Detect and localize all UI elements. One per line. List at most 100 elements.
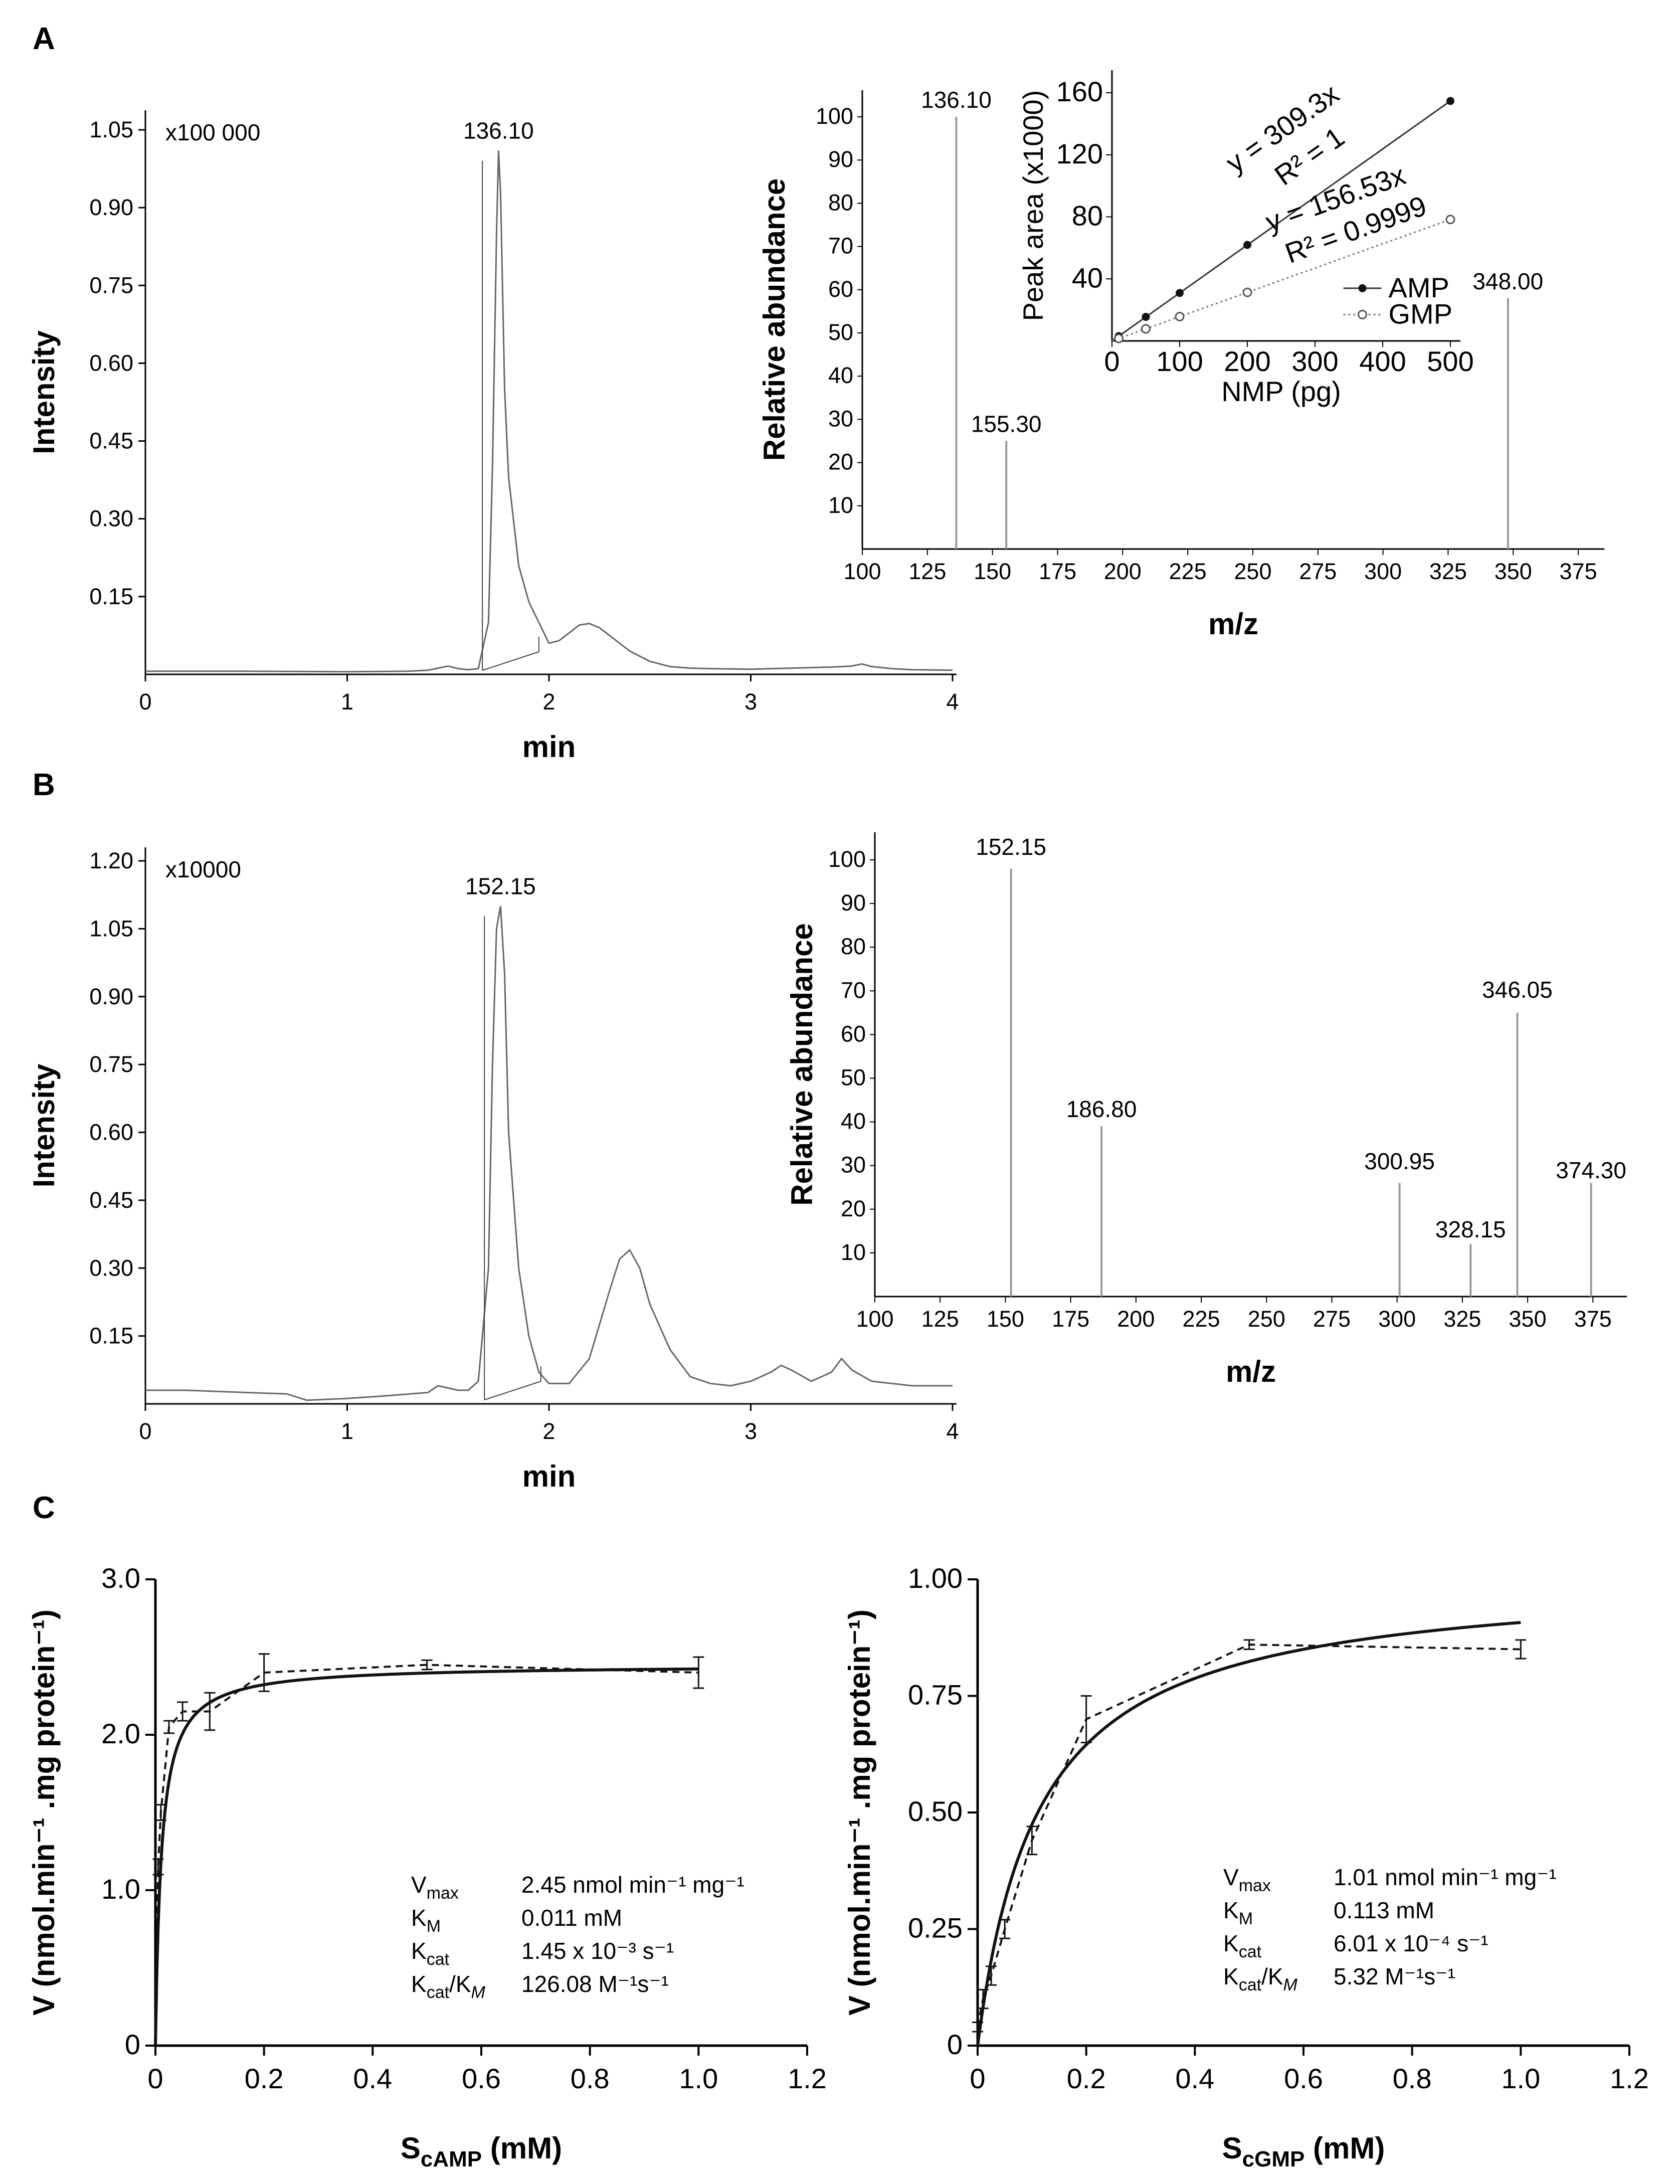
y-tick-label: 90 (828, 146, 853, 172)
x-tick-label: 250 (1234, 559, 1271, 584)
gmp-point (1445, 215, 1455, 225)
x-tick-label: 4 (946, 689, 959, 714)
x-tick-label: 1.0 (1501, 2063, 1540, 2094)
integration-baseline (484, 1381, 541, 1400)
inset-x-tick-label: 0 (1104, 345, 1119, 377)
inset-x-tick-label: 100 (1156, 345, 1203, 377)
x-tick-label: 0 (970, 2063, 985, 2094)
peak-mz-label: 328.15 (1435, 1216, 1506, 1242)
inset-y-tick-label: 160 (1056, 76, 1103, 107)
y-tick-label: 100 (816, 103, 853, 129)
gmp-point (1114, 333, 1124, 343)
x-tick-label: 200 (1104, 559, 1142, 584)
y-tick-label: 50 (828, 319, 853, 345)
y-tick-label: 80 (841, 934, 866, 959)
amp-point (1243, 241, 1251, 249)
x-tick-label: 150 (974, 559, 1011, 584)
y-tick-label: 0.75 (89, 272, 133, 298)
kinetic-parameter-name: Vmax (411, 1872, 459, 1903)
kinetic-parameter-value: 0.011 mM (521, 1905, 622, 1931)
x-tick-label: 3 (744, 689, 757, 714)
x-tick-label: 175 (1052, 1306, 1089, 1332)
peak-mz-label: 136.10 (921, 87, 992, 113)
x-tick-label: 275 (1299, 559, 1337, 584)
y-tick-label: 10 (841, 1239, 866, 1265)
y-axis-title: V (nmol.min⁻¹ .mg protein⁻¹) (843, 1609, 876, 2016)
y-tick-label: 1.0 (101, 1873, 140, 1905)
x-tick-label: 150 (987, 1306, 1024, 1332)
y-axis-title: Relative abundance (758, 178, 791, 461)
chromatogram-trace (145, 906, 953, 1401)
x-tick-label: 1 (341, 1418, 353, 1444)
x-tick-label: 0 (147, 2063, 163, 2094)
x-tick-label: 0.4 (1175, 2063, 1214, 2094)
panel-label-b: B (33, 768, 55, 802)
x-tick-label: 0.8 (571, 2063, 610, 2094)
x-tick-label: 2 (542, 689, 555, 714)
x-tick-label: 1 (341, 689, 353, 714)
chart-a-calibration-inset: 40 80 120 160 0 100 200 300 400 500 NMP (pg) Peak a… (1017, 70, 1474, 407)
x-tick-label: 350 (1509, 1306, 1547, 1332)
legend-amp-marker (1358, 284, 1367, 292)
y-tick-label: 0.75 (908, 1679, 963, 1711)
kinetic-parameter-value: 126.08 M⁻¹s⁻¹ (521, 1971, 669, 1997)
panel-label-c: C (33, 1491, 55, 1525)
scale-factor-label: x10000 (165, 856, 241, 882)
kinetic-parameter-value: 6.01 x 10⁻⁴ s⁻¹ (1334, 1930, 1488, 1956)
y-tick-label: 0.15 (89, 1323, 133, 1349)
amp-fit-line (1111, 100, 1451, 342)
x-tick-label: 325 (1443, 1306, 1481, 1332)
y-tick-label: 60 (841, 1021, 866, 1046)
peak-label: 136.10 (463, 117, 534, 143)
inset-x-tick-label: 200 (1224, 345, 1270, 377)
y-tick-label: 10 (828, 492, 853, 518)
peak-mz-label: 300.95 (1364, 1148, 1435, 1174)
x-tick-label: 225 (1182, 1306, 1220, 1332)
inset-x-tick-label: 500 (1427, 345, 1473, 377)
observed-data-line (977, 1644, 1521, 2028)
inset-y-tick-label: 40 (1072, 262, 1103, 293)
x-axis-title: min (522, 1460, 576, 1493)
peak-mz-label: 186.80 (1066, 1096, 1137, 1122)
chromatogram-trace (145, 150, 953, 673)
kinetic-parameter-value: 1.01 nmol min⁻¹ mg⁻¹ (1334, 1864, 1557, 1890)
amp-point (1176, 289, 1184, 297)
peak-mz-label: 348.00 (1473, 268, 1544, 294)
inset-x-axis-title: NMP (pg) (1221, 376, 1341, 407)
y-tick-label: 30 (841, 1152, 866, 1178)
kinetic-parameter-name: KM (1223, 1897, 1253, 1928)
y-tick-label: 0.25 (908, 1912, 963, 1944)
x-tick-label: 1.0 (679, 2063, 718, 2094)
x-tick-label: 300 (1364, 559, 1402, 584)
x-tick-label: 350 (1495, 559, 1532, 584)
y-tick-label: 40 (841, 1109, 866, 1134)
x-tick-label: 225 (1169, 559, 1207, 584)
amp-point (1446, 97, 1454, 105)
peak-mz-label: 374.30 (1556, 1157, 1626, 1183)
inset-y-axis-title: Peak area (x1000) (1017, 90, 1049, 321)
x-tick-label: 0.2 (1067, 2063, 1106, 2094)
y-tick-label: 0.60 (89, 1120, 133, 1145)
inset-x-tick-label: 300 (1291, 345, 1338, 377)
x-tick-label: 375 (1574, 1306, 1612, 1332)
kinetic-parameter-value: 2.45 nmol min⁻¹ mg⁻¹ (521, 1872, 744, 1898)
x-tick-label: 100 (843, 559, 881, 584)
kinetic-parameter-name: Vmax (1223, 1864, 1271, 1895)
y-axis-title: V (nmol.min⁻¹ .mg protein⁻¹) (27, 1609, 61, 2016)
x-tick-label: 4 (946, 1418, 959, 1444)
amp-point (1142, 313, 1150, 321)
y-tick-label: 0.15 (89, 584, 133, 609)
y-tick-label: 0.45 (89, 428, 133, 454)
peak-mz-label: 152.15 (976, 834, 1046, 860)
x-tick-label: 200 (1117, 1306, 1155, 1332)
x-tick-label: 125 (908, 559, 946, 584)
y-tick-label: 0.50 (908, 1795, 963, 1827)
chart-a-mass-spectrum: 10 20 30 40 50 60 70 80 90 100 100 125 150 175 200 225 2… (758, 87, 1604, 641)
x-tick-label: 0.2 (245, 2063, 284, 2094)
x-tick-label: 1.2 (788, 2063, 827, 2094)
x-axis-title: m/z (1226, 1355, 1276, 1388)
michaelis-menten-fit-curve (976, 1621, 1521, 2046)
chart-a-chromatogram: 0.15 0.30 0.45 0.60 0.75 0.90 1.05 0 1 2 3 4 min Inte… (27, 110, 959, 764)
chart-b-chromatogram: 0.15 0.30 0.45 0.60 0.75 0.90 1.05 1.20 0 1 2 3 4 min… (27, 847, 959, 1493)
